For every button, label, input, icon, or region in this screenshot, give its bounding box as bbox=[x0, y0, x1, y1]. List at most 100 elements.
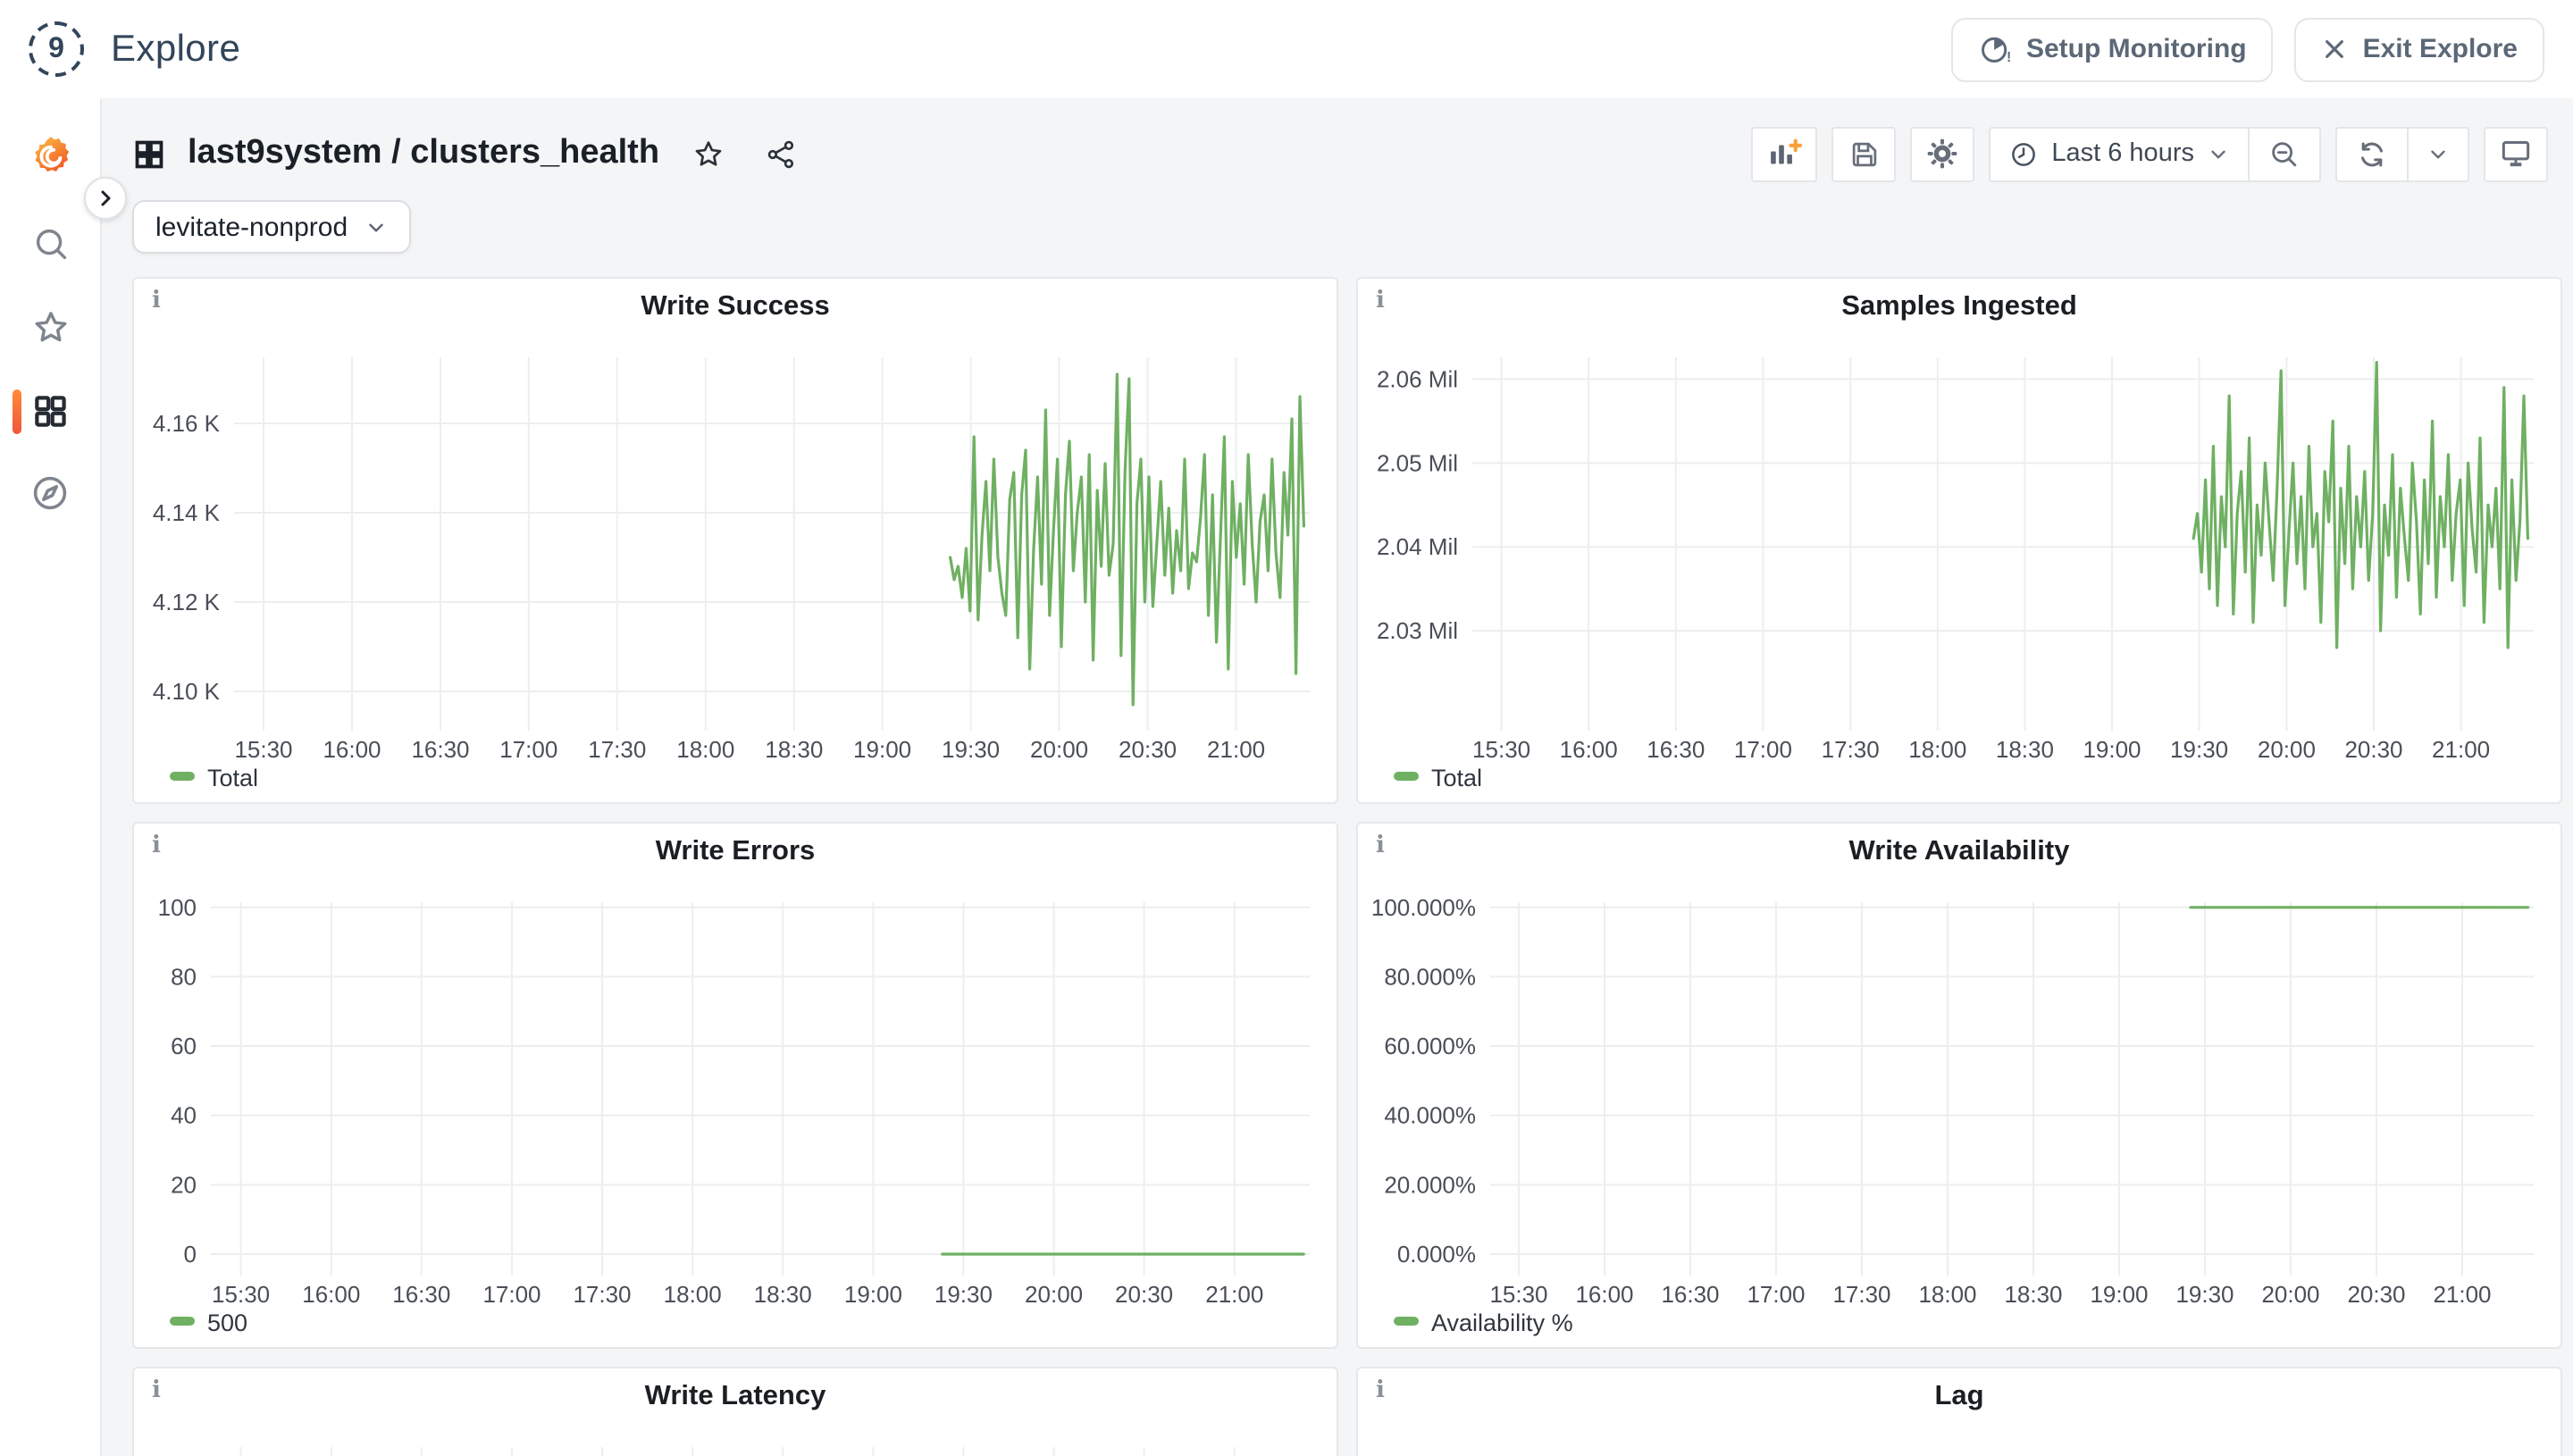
panel-write-success: 15:30 16:00 16:30 17:00 17:30 18:00 18:30 19:00… bbox=[132, 277, 1338, 804]
info-icon[interactable]: i bbox=[152, 288, 161, 314]
svg-text:80: 80 bbox=[171, 963, 197, 990]
svg-text:20:00: 20:00 bbox=[1030, 736, 1088, 763]
add-panel-button[interactable] bbox=[1751, 126, 1818, 181]
save-dashboard-button[interactable] bbox=[1831, 126, 1897, 181]
svg-text:2.03 Mil: 2.03 Mil bbox=[1377, 617, 1458, 644]
svg-text:20:00: 20:00 bbox=[2261, 1281, 2319, 1308]
close-x-icon bbox=[2322, 36, 2349, 63]
svg-text:19:00: 19:00 bbox=[2090, 1281, 2148, 1308]
svg-text:4.14 K: 4.14 K bbox=[153, 499, 221, 526]
top-header: 9 Explore ! Setup Monitoring Exit Explor… bbox=[0, 0, 2573, 98]
cluster-dropdown[interactable]: levitate-nonprod bbox=[132, 200, 411, 254]
svg-text:16:30: 16:30 bbox=[411, 736, 469, 763]
panel-title[interactable]: Write Latency bbox=[644, 1381, 826, 1411]
svg-text:18:30: 18:30 bbox=[1996, 736, 2054, 763]
svg-text:20:30: 20:30 bbox=[1115, 1281, 1173, 1308]
info-icon[interactable]: i bbox=[1376, 833, 1385, 859]
left-sidebar bbox=[0, 98, 127, 1456]
refresh-button[interactable] bbox=[2337, 128, 2407, 180]
svg-text:18:00: 18:00 bbox=[1918, 1281, 1976, 1308]
panel-title[interactable]: Write Success bbox=[641, 291, 830, 322]
grafana-logo-icon[interactable] bbox=[14, 120, 86, 191]
page-title: Explore bbox=[111, 28, 241, 69]
svg-text:80.000%: 80.000% bbox=[1384, 963, 1476, 990]
svg-text:100: 100 bbox=[158, 894, 197, 921]
chart-write-errors[interactable]: 15:30 16:00 16:30 17:00 17:30 18:00 18:30 19:00… bbox=[134, 824, 1337, 1347]
svg-text:2.06 Mil: 2.06 Mil bbox=[1377, 365, 1458, 392]
panel-title[interactable]: Lag bbox=[1934, 1381, 1984, 1411]
svg-text:18:30: 18:30 bbox=[765, 736, 823, 763]
svg-text:19:30: 19:30 bbox=[942, 736, 1000, 763]
svg-text:21:00: 21:00 bbox=[1207, 736, 1265, 763]
last9-logo[interactable]: 9 bbox=[29, 21, 84, 77]
svg-text:17:00: 17:00 bbox=[482, 1281, 541, 1308]
share-button[interactable] bbox=[761, 133, 802, 174]
info-icon[interactable]: i bbox=[152, 1377, 161, 1404]
dashboard-toolbar: Last 6 hours bbox=[1751, 126, 2548, 181]
panel-title[interactable]: Write Availability bbox=[1848, 836, 2070, 866]
exit-explore-label: Exit Explore bbox=[2362, 34, 2518, 64]
kiosk-mode-button[interactable] bbox=[2484, 126, 2548, 181]
refresh-interval-dropdown[interactable] bbox=[2407, 128, 2468, 180]
svg-text:20:30: 20:30 bbox=[2344, 736, 2402, 763]
time-range-picker[interactable]: Last 6 hours bbox=[1991, 128, 2248, 180]
search-icon[interactable] bbox=[14, 207, 86, 279]
svg-text:4.12 K: 4.12 K bbox=[153, 589, 221, 615]
svg-text:19:00: 19:00 bbox=[844, 1281, 902, 1308]
star-icon[interactable] bbox=[14, 291, 86, 363]
setup-monitoring-button[interactable]: ! Setup Monitoring bbox=[1950, 17, 2274, 81]
chart-write-availability[interactable]: 15:30 16:00 16:30 17:00 17:30 18:00 18:30 19:00… bbox=[1358, 824, 2560, 1347]
svg-text:Availability %: Availability % bbox=[1431, 1310, 1573, 1336]
svg-text:17:30: 17:30 bbox=[573, 1281, 631, 1308]
svg-text:20.000%: 20.000% bbox=[1384, 1171, 1476, 1198]
panel-lag: i Lag bbox=[1356, 1367, 2562, 1456]
panel-title[interactable]: Samples Ingested bbox=[1841, 291, 2077, 322]
svg-text:16:30: 16:30 bbox=[1661, 1281, 1719, 1308]
svg-text:20:30: 20:30 bbox=[1119, 736, 1177, 763]
svg-text:17:30: 17:30 bbox=[1832, 1281, 1890, 1308]
svg-text:18:30: 18:30 bbox=[754, 1281, 812, 1308]
svg-text:60: 60 bbox=[171, 1033, 197, 1059]
info-icon[interactable]: i bbox=[1376, 288, 1385, 314]
svg-text:19:30: 19:30 bbox=[934, 1281, 993, 1308]
svg-text:21:00: 21:00 bbox=[2433, 1281, 2491, 1308]
svg-text:2.05 Mil: 2.05 Mil bbox=[1377, 449, 1458, 476]
svg-text:19:00: 19:00 bbox=[853, 736, 911, 763]
dashboards-icon[interactable] bbox=[14, 375, 86, 447]
dashboard-settings-button[interactable] bbox=[1910, 126, 1975, 181]
svg-text:20:30: 20:30 bbox=[2347, 1281, 2405, 1308]
cluster-dropdown-value: levitate-nonprod bbox=[155, 212, 348, 242]
svg-text:17:30: 17:30 bbox=[588, 736, 646, 763]
svg-text:21:00: 21:00 bbox=[1205, 1281, 1263, 1308]
explore-compass-icon[interactable] bbox=[14, 457, 86, 529]
favorite-star-button[interactable] bbox=[688, 133, 729, 174]
svg-text:20:00: 20:00 bbox=[2258, 736, 2316, 763]
chart-samples-ingested[interactable]: 15:30 16:00 16:30 17:00 17:30 18:00 18:30 19:00… bbox=[1358, 279, 2560, 802]
svg-text:Total: Total bbox=[207, 765, 258, 791]
refresh-group bbox=[2335, 126, 2469, 181]
panel-grid: 15:30 16:00 16:30 17:00 17:30 18:00 18:30 19:00… bbox=[132, 277, 2562, 1456]
variable-row: levitate-nonprod bbox=[132, 200, 411, 254]
chevron-down-icon bbox=[364, 215, 387, 238]
info-icon[interactable]: i bbox=[1376, 1377, 1385, 1404]
chart-write-success[interactable]: 15:30 16:00 16:30 17:00 17:30 18:00 18:30 19:00… bbox=[134, 279, 1337, 802]
svg-text:21:00: 21:00 bbox=[2432, 736, 2490, 763]
clock-icon bbox=[2008, 138, 2039, 169]
setup-monitoring-label: Setup Monitoring bbox=[2025, 34, 2247, 64]
svg-text:17:00: 17:00 bbox=[499, 736, 557, 763]
svg-text:100.000%: 100.000% bbox=[1371, 894, 1476, 921]
panel-title[interactable]: Write Errors bbox=[655, 836, 816, 866]
dashboard-title[interactable]: last9system / clusters_health bbox=[188, 134, 660, 172]
svg-text:18:00: 18:00 bbox=[676, 736, 734, 763]
time-picker-group: Last 6 hours bbox=[1989, 126, 2321, 181]
svg-text:15:30: 15:30 bbox=[1472, 736, 1530, 763]
info-icon[interactable]: i bbox=[152, 833, 161, 859]
exit-explore-button[interactable]: Exit Explore bbox=[2294, 17, 2544, 81]
svg-text:20:00: 20:00 bbox=[1025, 1281, 1083, 1308]
svg-text:17:00: 17:00 bbox=[1747, 1281, 1805, 1308]
svg-text:0.000%: 0.000% bbox=[1397, 1241, 1476, 1268]
zoom-out-time-button[interactable] bbox=[2248, 128, 2319, 180]
svg-text:0: 0 bbox=[184, 1241, 197, 1268]
sidebar-expand-button[interactable] bbox=[84, 177, 127, 220]
svg-text:!: ! bbox=[2007, 50, 2011, 65]
